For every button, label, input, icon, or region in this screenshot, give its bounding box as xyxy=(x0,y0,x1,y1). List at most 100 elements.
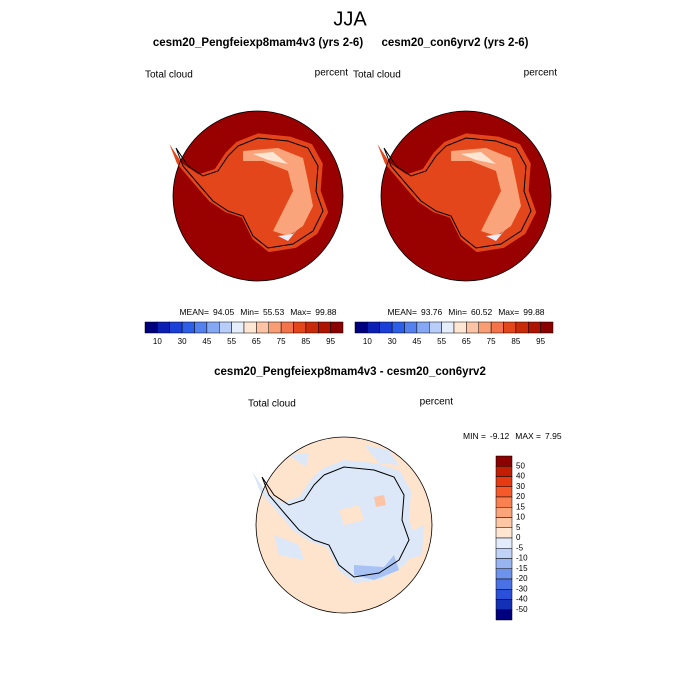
colorbar-box xyxy=(495,589,513,600)
colorbar-box xyxy=(280,321,294,334)
figure-title: JJA xyxy=(333,8,367,30)
colorbar-box xyxy=(478,321,492,334)
map xyxy=(169,111,343,281)
colorbar-label: 65 xyxy=(462,337,471,346)
colorbar-box xyxy=(429,321,442,334)
panel-title: cesm20_Pengfeiexp8mam4v3 (yrs 2-6) xyxy=(153,37,363,49)
colorbar-box xyxy=(379,321,393,334)
stat-label: Min= xyxy=(448,307,467,317)
colorbar-label: 30 xyxy=(388,337,397,346)
colorbar-label: -20 xyxy=(516,574,528,583)
colorbar-box xyxy=(219,321,232,334)
colorbar-box xyxy=(495,466,513,477)
stat-value: 55.53 xyxy=(263,307,285,317)
colorbar-box xyxy=(268,321,282,334)
colorbar-label: 85 xyxy=(301,337,310,346)
colorbar-box xyxy=(416,321,430,334)
map xyxy=(377,111,551,281)
colorbar-box xyxy=(495,568,513,580)
colorbar-label: 10 xyxy=(516,513,525,522)
colorbar-box xyxy=(495,537,513,549)
stat-label: Min= xyxy=(240,307,259,317)
stat-value: -9.12 xyxy=(490,431,510,441)
colorbar-label: 0 xyxy=(516,533,521,542)
colorbar-box xyxy=(231,321,245,334)
stat-value: 93.76 xyxy=(421,307,443,317)
colorbar-box xyxy=(293,321,307,334)
stat-label: Max= xyxy=(290,307,311,317)
colorbar-box xyxy=(330,321,344,334)
stat-label: MEAN= xyxy=(387,307,417,317)
colorbar-box xyxy=(495,599,513,610)
variable-label: Total cloud xyxy=(145,70,193,81)
colorbar-label: 30 xyxy=(516,482,525,491)
colorbar-label: -5 xyxy=(516,543,524,552)
colorbar-box xyxy=(503,321,517,334)
colorbar-box xyxy=(495,517,513,528)
colorbar-box xyxy=(495,527,513,539)
colorbar-box xyxy=(243,321,257,334)
colorbar-box xyxy=(490,321,504,334)
stat-label: MIN = xyxy=(463,431,486,441)
colorbar-box xyxy=(495,496,513,508)
colorbar-label: 45 xyxy=(412,337,421,346)
stat-label: Max= xyxy=(498,307,519,317)
colorbar-label: 20 xyxy=(516,492,525,501)
colorbar-box xyxy=(528,321,541,334)
colorbar-label: 85 xyxy=(511,337,520,346)
colorbar-label: 95 xyxy=(536,337,545,346)
colorbar-box xyxy=(495,578,513,590)
colorbar-box xyxy=(256,321,269,334)
units-label: percent xyxy=(315,68,349,79)
colorbar-box xyxy=(495,476,513,487)
panel-title: cesm20_Pengfeiexp8mam4v3 - cesm20_con6yr… xyxy=(214,366,486,378)
variable-label: Total cloud xyxy=(248,399,296,410)
colorbar-label: 45 xyxy=(202,337,211,346)
stats: MEAN= 94.05 Min= 55.53 Max= 99.88 xyxy=(179,307,336,317)
units-label: percent xyxy=(524,68,558,79)
colorbar-label: 95 xyxy=(326,337,335,346)
colorbar-box xyxy=(367,321,380,334)
map xyxy=(252,436,433,614)
colorbar-box xyxy=(318,321,331,334)
stats: MIN = -9.12 MAX = 7.95 xyxy=(463,431,562,441)
stats: MEAN= 93.76 Min= 60.52 Max= 99.88 xyxy=(387,307,544,317)
colorbar-box xyxy=(495,507,513,518)
colorbar-label: 5 xyxy=(516,523,521,532)
colorbar-label: -10 xyxy=(516,554,528,563)
colorbar-box xyxy=(144,321,158,334)
colorbar-label: 50 xyxy=(516,461,525,470)
colorbar-box xyxy=(305,321,319,334)
colorbar-box xyxy=(181,321,195,334)
colorbar-box xyxy=(495,558,513,569)
colorbar-box xyxy=(404,321,418,334)
colorbar-label: 15 xyxy=(516,502,525,511)
stat-value: 99.88 xyxy=(315,307,337,317)
colorbar-label: 40 xyxy=(516,472,525,481)
colorbar-box xyxy=(441,321,455,334)
colorbar-label: -15 xyxy=(516,564,528,573)
variable-label: Total cloud xyxy=(353,70,401,81)
colorbar-box xyxy=(515,321,529,334)
colorbar-box xyxy=(169,321,183,334)
colorbar-box xyxy=(194,321,208,334)
stat-value: 99.88 xyxy=(523,307,545,317)
colorbar-label: 55 xyxy=(437,337,446,346)
colorbar-label: 75 xyxy=(487,337,496,346)
colorbar-box xyxy=(391,321,405,334)
colorbar-label: 55 xyxy=(227,337,236,346)
colorbar-label: 30 xyxy=(178,337,187,346)
stat-label: MEAN= xyxy=(179,307,209,317)
stat-value: 60.52 xyxy=(471,307,493,317)
colorbar-label: 10 xyxy=(363,337,372,346)
colorbar-label: -30 xyxy=(516,584,528,593)
colorbar-box xyxy=(495,486,513,498)
colorbar-box xyxy=(466,321,479,334)
units-label: percent xyxy=(420,397,454,408)
colorbar-box xyxy=(495,609,513,621)
colorbar-label: 10 xyxy=(153,337,162,346)
colorbar-box xyxy=(206,321,220,334)
stat-value: 7.95 xyxy=(545,431,562,441)
colorbar-box xyxy=(157,321,170,334)
